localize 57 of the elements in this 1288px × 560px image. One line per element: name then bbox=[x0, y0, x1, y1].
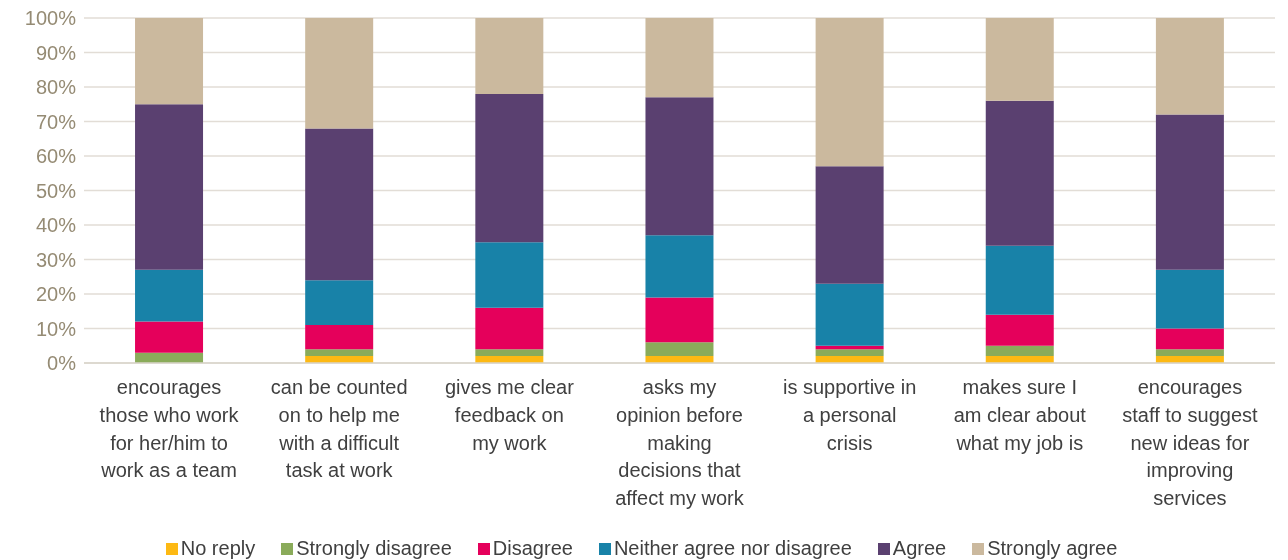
bar bbox=[645, 297, 714, 343]
bar bbox=[1155, 269, 1224, 329]
bar bbox=[815, 349, 884, 357]
bar bbox=[135, 104, 204, 270]
legend-label: No reply bbox=[180, 537, 256, 560]
y-tick-label: 30% bbox=[35, 248, 77, 271]
bar bbox=[305, 280, 374, 326]
bar bbox=[1155, 328, 1224, 350]
bar bbox=[1155, 349, 1224, 357]
bar bbox=[475, 242, 544, 308]
bar bbox=[985, 245, 1054, 315]
bar bbox=[135, 321, 204, 353]
y-tick-label: 100% bbox=[24, 7, 77, 30]
bar bbox=[645, 97, 714, 236]
bar bbox=[305, 325, 374, 350]
bar bbox=[815, 166, 884, 284]
bar bbox=[475, 93, 544, 243]
y-tick-label: 90% bbox=[35, 41, 77, 64]
y-tick-label: 40% bbox=[35, 214, 77, 237]
y-tick-label: 80% bbox=[35, 76, 77, 99]
x-tick-label: can be counted on to help me with a difficult task at work bbox=[270, 376, 408, 482]
legend-label: Disagree bbox=[492, 537, 573, 560]
legend-label: Strongly agree bbox=[987, 537, 1118, 560]
bar bbox=[305, 18, 374, 129]
bar bbox=[645, 18, 714, 98]
bar bbox=[135, 18, 204, 105]
x-tick-label: asks my opinion before making decisions that affect my work bbox=[615, 376, 745, 509]
bar bbox=[645, 342, 714, 357]
bar bbox=[475, 349, 544, 357]
bar bbox=[815, 283, 884, 346]
bar bbox=[135, 269, 204, 322]
y-tick-label: 20% bbox=[35, 283, 77, 306]
bar bbox=[475, 18, 544, 94]
x-tick-label: encourages those who work for her/him to work as a team bbox=[99, 376, 240, 482]
y-tick-label: 0% bbox=[47, 352, 77, 375]
y-tick-label: 70% bbox=[35, 110, 77, 133]
bar bbox=[475, 307, 544, 350]
bar bbox=[1155, 18, 1224, 115]
x-tick-label: gives me clear feedback on my work bbox=[444, 376, 575, 454]
bar bbox=[985, 100, 1054, 246]
bar bbox=[305, 128, 374, 281]
x-tick-label: is supportive in a personal crisis bbox=[782, 376, 917, 454]
legend-label: Agree bbox=[892, 537, 947, 560]
bar bbox=[1155, 114, 1224, 270]
legend-label: Neither agree nor disagree bbox=[613, 537, 852, 560]
bar bbox=[815, 18, 884, 167]
x-tick-label: encourages staff to suggest new ideas for improving services bbox=[1122, 376, 1258, 509]
bar bbox=[985, 345, 1054, 357]
bar bbox=[305, 349, 374, 357]
x-tick-label: makes sure I am clear about what my job is bbox=[953, 376, 1087, 454]
y-tick-label: 50% bbox=[35, 179, 77, 202]
legend-label: Strongly disagree bbox=[296, 537, 452, 560]
y-tick-label: 10% bbox=[35, 317, 77, 340]
bar bbox=[985, 314, 1054, 346]
bar bbox=[985, 18, 1054, 101]
y-tick-label: 60% bbox=[35, 145, 77, 168]
bar bbox=[645, 235, 714, 298]
